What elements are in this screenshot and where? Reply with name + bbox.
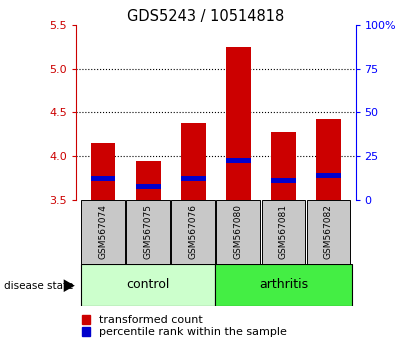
Bar [136, 161, 161, 200]
Bar [136, 184, 161, 189]
Bar [217, 200, 260, 264]
Text: GSM567082: GSM567082 [324, 204, 333, 259]
Bar [316, 119, 341, 200]
Bar [226, 47, 251, 200]
Text: GDS5243 / 10514818: GDS5243 / 10514818 [127, 9, 284, 24]
Bar [91, 143, 115, 200]
Bar [181, 123, 206, 200]
Bar [126, 200, 170, 264]
Legend: transformed count, percentile rank within the sample: transformed count, percentile rank withi… [82, 315, 287, 337]
Text: disease state: disease state [4, 281, 74, 291]
Bar [215, 264, 352, 306]
Text: control: control [127, 279, 170, 291]
Bar [226, 158, 251, 163]
Bar [316, 173, 341, 178]
Bar [81, 200, 125, 264]
Text: arthritis: arthritis [259, 279, 308, 291]
Text: GSM567075: GSM567075 [144, 204, 152, 259]
Text: GSM567080: GSM567080 [234, 204, 243, 259]
Bar [271, 178, 296, 183]
Polygon shape [64, 279, 75, 292]
Bar [171, 200, 215, 264]
Bar [181, 176, 206, 181]
Text: GSM567076: GSM567076 [189, 204, 198, 259]
Bar [307, 200, 350, 264]
Bar [271, 132, 296, 200]
Text: GSM567081: GSM567081 [279, 204, 288, 259]
Text: GSM567074: GSM567074 [99, 204, 108, 259]
Bar [81, 264, 215, 306]
Bar [261, 200, 305, 264]
Bar [91, 176, 115, 181]
